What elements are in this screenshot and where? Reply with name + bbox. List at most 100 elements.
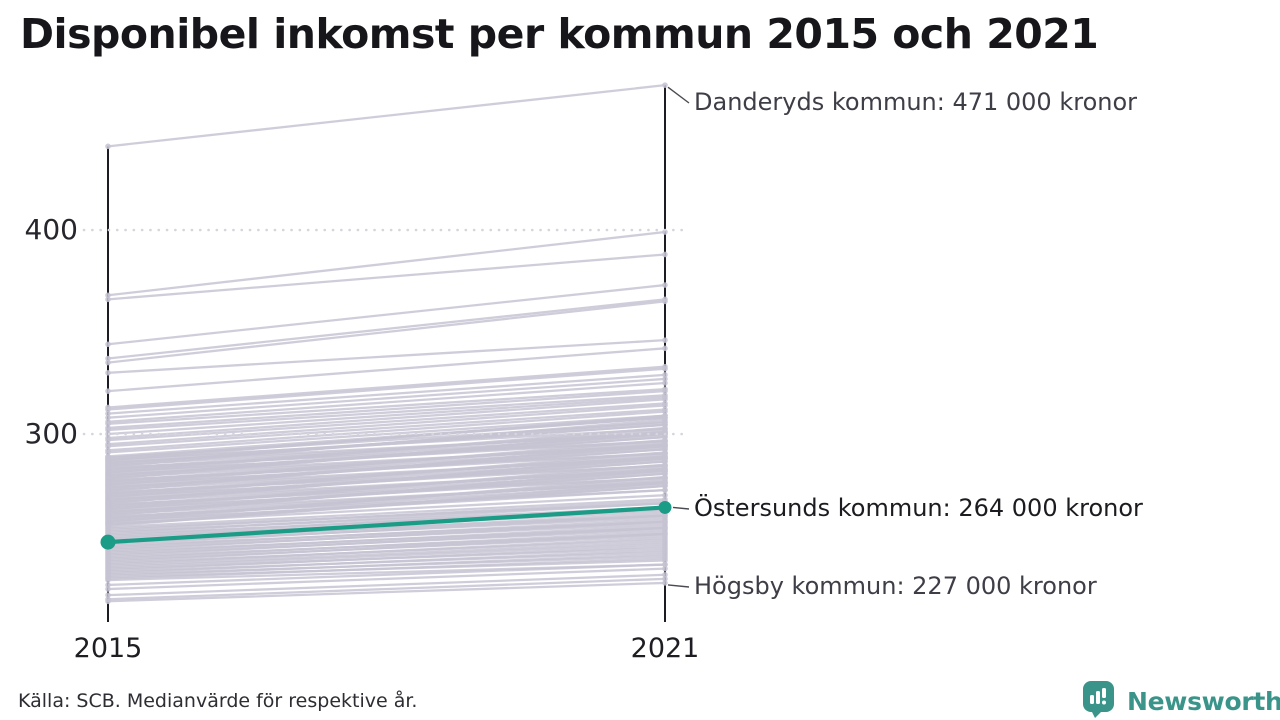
municipality-line: [107, 536, 666, 566]
municipality-line: [107, 253, 666, 301]
line-endpoint-dot: [105, 359, 111, 366]
municipality-line: [107, 557, 666, 580]
line-endpoint-dot: [662, 337, 668, 343]
municipality-line: [107, 573, 666, 597]
municipality-line: [107, 498, 666, 529]
line-endpoint-dot: [105, 370, 111, 376]
line-endpoint-dot: [662, 543, 668, 549]
line-endpoint-dot: [662, 416, 668, 423]
municipality-line: [107, 339, 666, 374]
municipality-line: [107, 230, 666, 297]
line-endpoint-dot: [662, 251, 668, 258]
municipality-line: [107, 404, 666, 446]
line-endpoint-dot: [105, 582, 111, 588]
y-axis-tick-300: 300: [24, 417, 78, 450]
line-endpoint-dot: [662, 372, 668, 378]
line-endpoint-dot: [105, 586, 111, 592]
line-endpoint-dot: [662, 492, 668, 499]
municipality-line: [107, 567, 666, 591]
line-endpoint-dot: [662, 365, 668, 372]
line-endpoint-dot: [662, 396, 668, 403]
line-endpoint-dot: [105, 355, 111, 362]
municipality-line: [107, 518, 666, 549]
municipality-line: [107, 300, 666, 364]
line-endpoint-dot: [662, 229, 668, 235]
line-endpoint-dot: [105, 406, 111, 413]
line-endpoint-dot: [662, 531, 668, 537]
line-endpoint-dot: [662, 565, 668, 572]
line-endpoint-dot: [662, 441, 668, 448]
line-endpoint-dot: [105, 296, 111, 303]
municipality-line: [107, 455, 666, 505]
municipality-line: [107, 398, 666, 440]
municipality-line: [107, 540, 666, 567]
municipality-line: [107, 543, 666, 569]
line-endpoint-dot: [662, 465, 668, 472]
municipality-line: [107, 577, 666, 601]
line-endpoint-dot: [105, 443, 111, 450]
line-endpoint-dot: [662, 408, 668, 415]
connector-danderyd: [667, 86, 690, 104]
line-endpoint-dot: [105, 577, 111, 583]
line-endpoint-dot: [105, 414, 111, 421]
line-endpoint-dot: [662, 480, 668, 486]
line-endpoint-dot: [662, 518, 668, 525]
line-endpoint-dot: [662, 402, 668, 409]
municipality-line: [107, 283, 666, 346]
source-note: Källa: SCB. Medianvärde för respektive å…: [18, 690, 418, 712]
municipality-line: [107, 502, 666, 535]
line-endpoint-dot: [105, 437, 111, 443]
municipality-line: [107, 520, 666, 552]
line-endpoint-dot: [662, 576, 668, 582]
x-axis-label-2021: 2021: [630, 633, 700, 664]
municipality-line: [107, 549, 666, 575]
line-endpoint-dot: [662, 571, 668, 578]
line-endpoint-dot: [662, 412, 668, 419]
line-endpoint-dot: [662, 561, 668, 568]
municipality-line: [107, 414, 666, 454]
line-endpoint-dot: [662, 345, 668, 352]
chart-title: Disponibel inkomst per kommun 2015 och 2…: [20, 10, 1099, 58]
municipality-line: [107, 553, 666, 577]
line-endpoint-dot: [105, 421, 111, 427]
newsworthy-barchart-pin-icon: [1082, 680, 1119, 720]
newsworthy-brand: Newsworthy: [1082, 680, 1280, 720]
municipality-line: [107, 377, 666, 419]
municipality-line: [107, 443, 666, 493]
line-endpoint-dot: [662, 282, 668, 288]
municipality-line: [107, 475, 666, 523]
municipality-line: [107, 530, 666, 560]
municipality-line: [107, 430, 666, 481]
line-endpoint-dot: [105, 427, 111, 433]
line-endpoint-dot: [662, 551, 668, 558]
municipality-line: [107, 381, 666, 423]
line-endpoint-dot: [662, 388, 668, 394]
line-endpoint-dot: [662, 547, 668, 554]
annotation-hogsby: Högsby kommun: 227 000 kronor: [694, 572, 1097, 600]
connector-ostersund: [672, 506, 690, 510]
municipality-line: [107, 367, 666, 411]
line-endpoint-dot: [662, 82, 668, 88]
line-endpoint-dot: [105, 592, 111, 598]
line-endpoint-dot: [662, 512, 668, 519]
municipality-line: [107, 396, 666, 436]
line-endpoint-dot: [662, 449, 668, 456]
municipality-line: [107, 408, 666, 448]
municipality-line: [107, 463, 666, 511]
line-endpoint-dot: [105, 341, 111, 348]
municipality-line: [107, 438, 666, 487]
line-endpoint-dot: [662, 525, 668, 531]
line-endpoint-dot: [662, 376, 668, 382]
municipality-line: [107, 545, 666, 572]
line-endpoint-dot: [662, 298, 668, 305]
municipality-line: [107, 365, 666, 409]
connector-hogsby: [667, 584, 690, 588]
municipality-line: [107, 514, 666, 546]
municipality-line: [107, 467, 666, 517]
municipality-line: [107, 390, 666, 430]
line-endpoint-dot: [105, 598, 111, 605]
line-endpoint-dot: [662, 437, 668, 443]
line-endpoint-dot: [105, 388, 111, 394]
y-axis-tick-400: 400: [24, 213, 78, 246]
municipality-line: [107, 500, 666, 532]
